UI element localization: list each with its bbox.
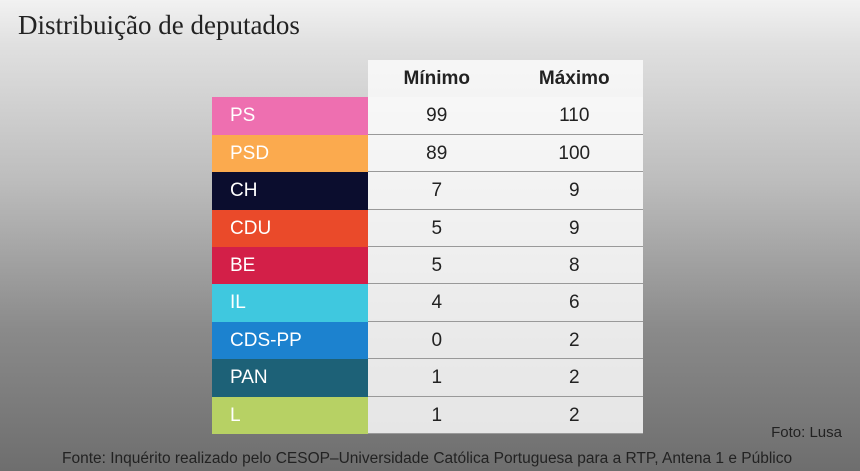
table-row: PS 99 110 xyxy=(212,97,643,135)
max-cell: 110 xyxy=(505,97,643,135)
max-cell: 8 xyxy=(505,246,643,285)
party-cell: L xyxy=(212,396,368,434)
column-header: Máximo xyxy=(538,68,610,89)
table-row: BE 5 8 xyxy=(212,246,643,285)
party-cell: PS xyxy=(212,97,368,135)
max-cell: 100 xyxy=(505,134,643,173)
min-cell: 4 xyxy=(368,284,506,322)
party-cell: CDS-PP xyxy=(212,321,368,360)
max-cell: 6 xyxy=(505,284,643,322)
column-header: Mínimo xyxy=(403,68,471,89)
party-cell: PSD xyxy=(212,134,368,173)
min-cell: 89 xyxy=(368,134,506,173)
max-cell: 9 xyxy=(505,209,643,247)
table-row: PAN 1 2 xyxy=(212,359,643,397)
party-cell: IL xyxy=(212,284,368,322)
party-cell: CH xyxy=(212,172,368,210)
max-cell: 2 xyxy=(505,359,643,397)
title: Distribuição de deputados xyxy=(18,10,300,40)
table-row: CDS-PP 0 2 xyxy=(212,321,643,360)
max-cell: 2 xyxy=(505,396,643,434)
table-row: CDU 5 9 xyxy=(212,209,643,247)
party-cell: PAN xyxy=(212,359,368,397)
min-cell: 7 xyxy=(368,172,506,210)
header-row: Mínimo Máximo xyxy=(368,60,643,98)
min-cell: 99 xyxy=(368,97,506,135)
table-row: IL 4 6 xyxy=(212,284,643,322)
min-cell: 5 xyxy=(368,246,506,285)
min-cell: 0 xyxy=(368,321,506,360)
party-cell: BE xyxy=(212,246,368,285)
table: Mínimo Máximo PS 99 110 PSD 89 100 CH 7 9 CDU 5 9 BE… xyxy=(212,60,643,434)
min-cell: 5 xyxy=(368,209,506,247)
party-cell: CDU xyxy=(212,209,368,247)
source: Fonte: Inquérito realizado pelo CESOP–Un… xyxy=(62,450,793,467)
max-cell: 9 xyxy=(505,172,643,210)
max-cell: 2 xyxy=(505,321,643,360)
min-cell: 1 xyxy=(368,359,506,397)
photo-credit: Foto: Lusa xyxy=(771,424,842,441)
table-row: CH 7 9 xyxy=(212,172,643,210)
min-cell: 1 xyxy=(368,396,506,434)
table-row: PSD 89 100 xyxy=(212,134,643,173)
